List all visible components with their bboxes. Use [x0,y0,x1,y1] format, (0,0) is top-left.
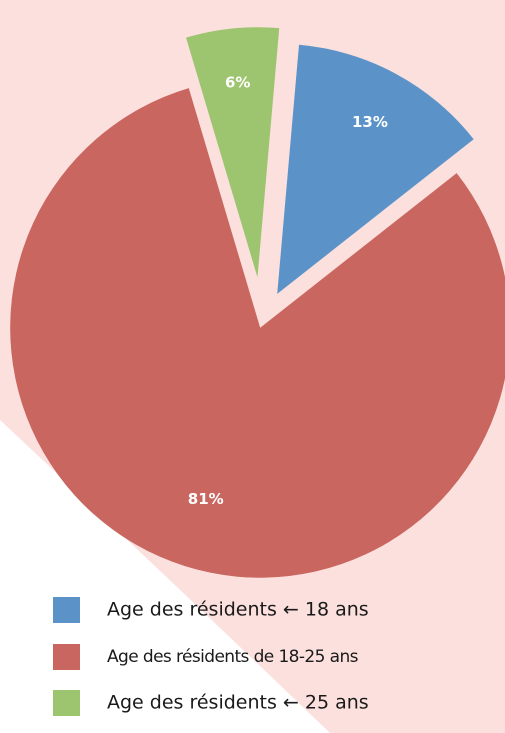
data-label: 13% [352,113,388,131]
data-label: 6% [225,74,250,92]
legend-label: Age des résidents de 18-25 ans [107,647,359,667]
pie: 13% 81% 6% [10,27,505,578]
legend: Age des résidents ← 18 ans Age des réside… [53,597,369,716]
legend-label: Age des résidents ← 18 ans [107,599,369,621]
legend-swatch [53,597,80,623]
data-label: 81% [188,490,224,508]
legend-swatch [53,690,80,716]
pie-slice [186,27,280,278]
pie-slice [277,44,474,294]
legend-swatch [53,644,80,670]
legend-label: Age des résidents ← 25 ans [107,692,369,714]
pie-slice [10,88,505,578]
